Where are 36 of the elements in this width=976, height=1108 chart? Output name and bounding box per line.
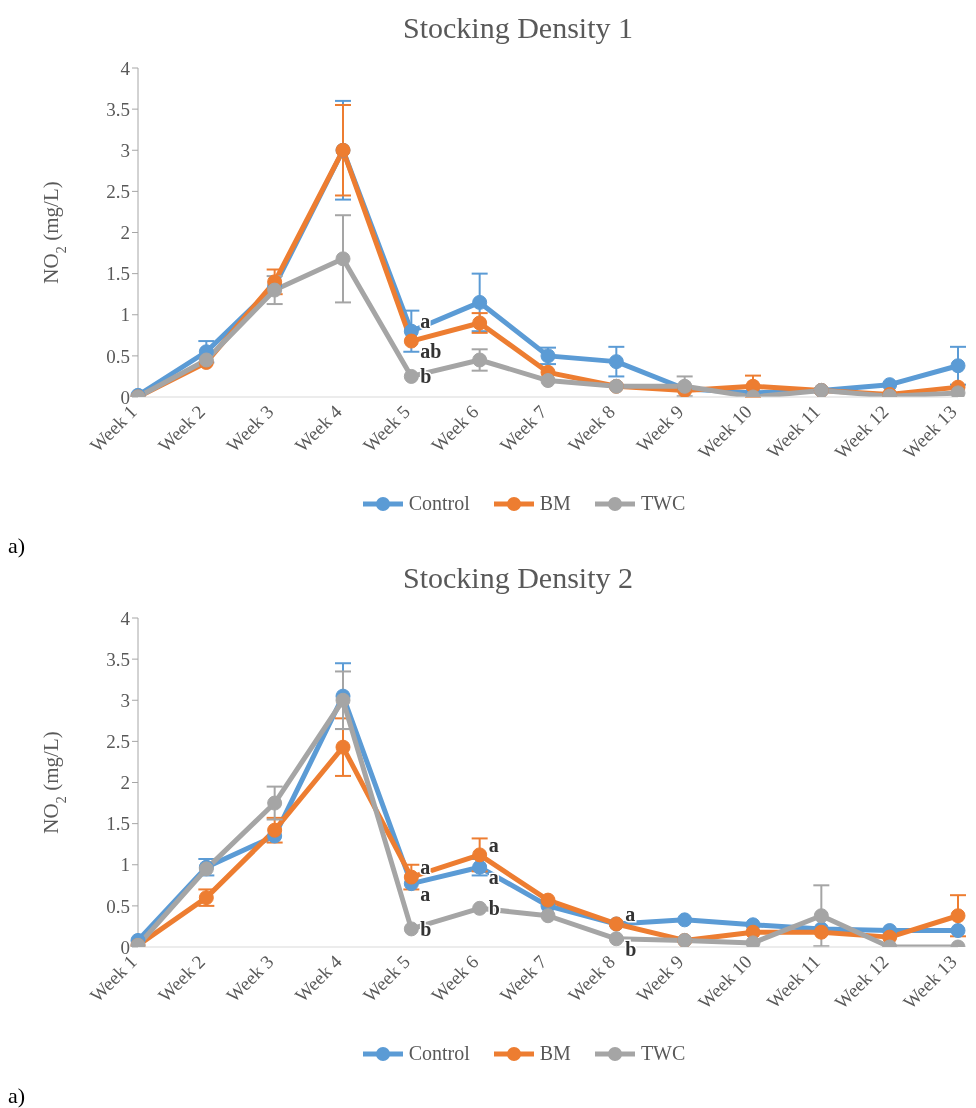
y-tick-label: 3.5 <box>106 648 130 670</box>
annotation: b <box>420 917 432 940</box>
text: a) <box>8 1083 26 1108</box>
y-tick-label: 0 <box>120 386 130 408</box>
annotation: b <box>625 937 637 960</box>
y-tick-label: 0.5 <box>106 345 130 367</box>
annotation: b <box>488 897 500 920</box>
legend-label: BM <box>539 492 571 515</box>
y-tick-label: 4 <box>120 607 131 629</box>
chart-title: Stocking Density 1 <box>403 11 633 44</box>
annotation: a <box>488 833 499 856</box>
text: a) <box>8 533 26 559</box>
y-tick-label: 3 <box>120 139 130 161</box>
y-tick-label: 3.5 <box>106 98 130 120</box>
y-tick-label: 2.5 <box>106 731 130 753</box>
y-tick-label: 4 <box>120 57 131 79</box>
y-tick-label: 2.5 <box>106 181 130 203</box>
legend-label: TWC <box>640 492 686 515</box>
y-tick-label: 1.5 <box>106 263 130 285</box>
y-tick-label: 1 <box>120 304 130 326</box>
y-tick-label: 3 <box>120 689 130 711</box>
legend-label: TWC <box>640 1042 686 1065</box>
legend-label: Control <box>408 492 470 515</box>
y-tick-label: 1 <box>120 854 130 876</box>
y-tick-label: 1.5 <box>106 813 130 835</box>
annotation: b <box>420 365 432 388</box>
annotation: ab <box>420 340 442 363</box>
legend-label: Control <box>408 1042 470 1065</box>
chart-title: Stocking Density 2 <box>403 561 633 594</box>
annotation: a <box>625 902 636 925</box>
y-tick-label: 2 <box>120 222 130 244</box>
legend-label: BM <box>539 1042 571 1065</box>
y-tick-label: 2 <box>120 772 130 794</box>
y-tick-label: 0.5 <box>106 895 130 917</box>
y-tick-label: 0 <box>120 936 130 958</box>
annotation: a <box>420 882 431 905</box>
